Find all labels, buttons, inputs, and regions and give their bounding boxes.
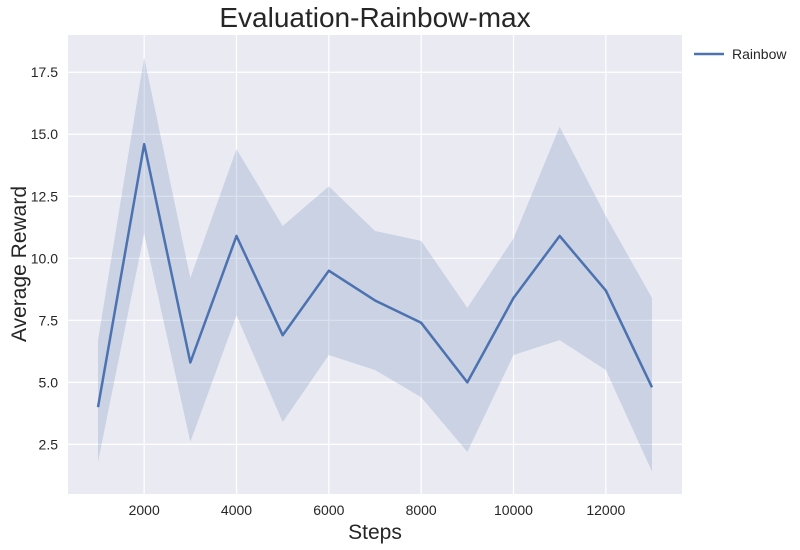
chart-title: Evaluation-Rainbow-max [219, 2, 530, 33]
y-tick-labels: 2.5 5.0 7.5 10.0 12.5 15.0 17.5 [31, 64, 58, 452]
y-tick-label: 15.0 [31, 126, 58, 142]
y-tick-label: 12.5 [31, 188, 58, 204]
series-line-layer [96, 142, 654, 408]
x-axis-label: Steps [348, 521, 402, 544]
series-line-rainbow [96, 142, 654, 408]
confidence-band-rainbow [98, 57, 652, 472]
y-tick-label: 5.0 [39, 374, 59, 390]
x-tick-labels: 2000 4000 6000 8000 10000 12000 [129, 502, 626, 518]
x-tick-label: 10000 [494, 502, 533, 518]
y-tick-label: 10.0 [31, 250, 58, 266]
x-tick-label: 6000 [313, 502, 344, 518]
y-tick-label: 17.5 [31, 64, 58, 80]
y-tick-label: 2.5 [39, 436, 59, 452]
x-tick-label: 2000 [129, 502, 160, 518]
legend: Rainbow [694, 46, 787, 62]
legend-label-rainbow: Rainbow [732, 46, 787, 62]
x-tick-label: 4000 [221, 502, 252, 518]
y-tick-label: 7.5 [39, 312, 59, 328]
x-tick-label: 8000 [406, 502, 437, 518]
y-axis-label: Average Reward [8, 186, 31, 342]
confidence-band-layer [98, 57, 652, 472]
x-tick-label: 12000 [586, 502, 625, 518]
